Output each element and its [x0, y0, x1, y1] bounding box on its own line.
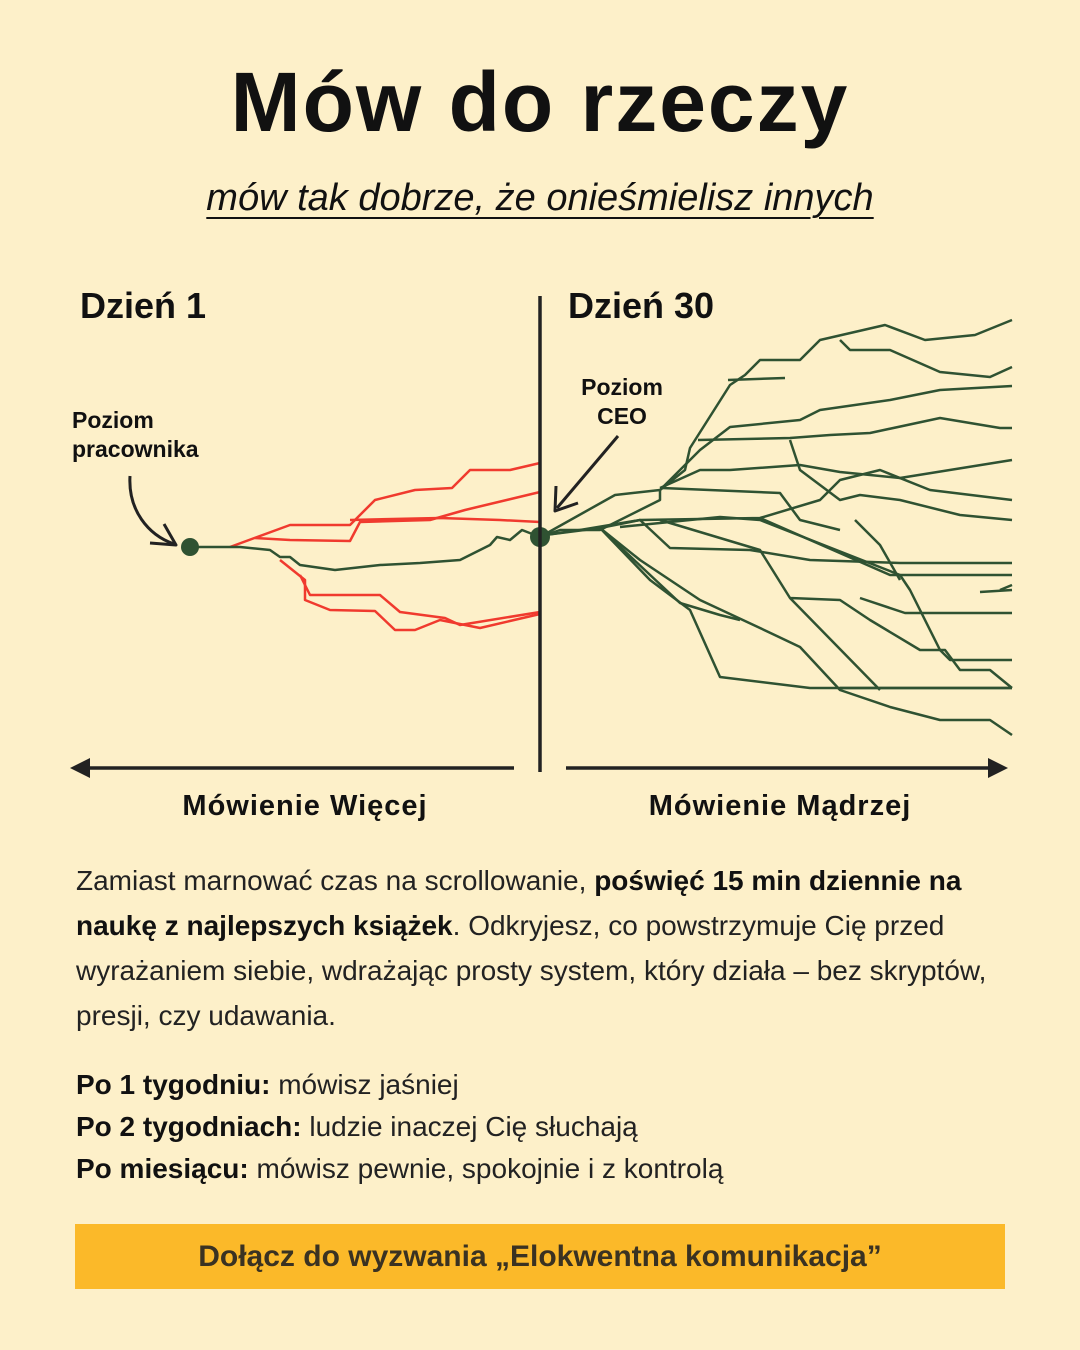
right-axis-label: Mówienie Mądrzej: [649, 790, 912, 822]
subtitle-text: mów tak dobrze, że onieśmielisz innych: [206, 177, 874, 219]
page-subtitle: mów tak dobrze, że onieśmielisz innych: [0, 174, 1080, 222]
ceo-pointer-arrowhead: [553, 485, 579, 513]
join-challenge-button[interactable]: Dołącz do wyzwania „Elokwentna komunikac…: [75, 1224, 1005, 1289]
milestone-item: Po 2 tygodniach: ludzie inaczej Cię słuc…: [76, 1106, 1006, 1148]
right-axis-arrowhead: [988, 758, 1008, 778]
left-axis-label: Mówienie Więcej: [182, 790, 427, 822]
ceo-pointer-arrow: [555, 435, 620, 509]
milestone-label: Po miesiącu:: [76, 1153, 249, 1184]
day-30-label: Dzień 30: [568, 285, 714, 326]
employee-pointer-arrowhead: [149, 523, 178, 547]
milestone-item: Po miesiącu: mówisz pewnie, spokojnie i …: [76, 1148, 1006, 1190]
day-1-label: Dzień 1: [80, 285, 206, 326]
milestone-text: mówisz jaśniej: [270, 1069, 459, 1100]
milestone-text: ludzie inaczej Cię słuchają: [301, 1111, 638, 1142]
red-paths: [229, 461, 541, 632]
description-paragraph: Zamiast marnować czas na scrollowanie, p…: [76, 858, 1006, 1038]
milestone-item: Po 1 tygodniu: mówisz jaśniej: [76, 1064, 1006, 1106]
green-paths: [539, 318, 1013, 737]
milestone-label: Po 1 tygodniu:: [76, 1069, 271, 1100]
milestone-label: Po 2 tygodniach:: [76, 1111, 302, 1142]
description-part-1: Zamiast marnować czas na scrollowanie,: [76, 865, 595, 896]
employee-level-label-line2: pracownika: [72, 436, 199, 462]
description-emphasis: poświęć 15 min dziennie na naukę z najle…: [76, 865, 962, 941]
green-path-left: [190, 528, 541, 572]
employee-pointer-arrow: [128, 475, 175, 546]
ceo-level-label-line2: CEO: [597, 403, 647, 429]
employee-level-dot: [181, 538, 199, 556]
growth-diagram: Dzień 1 Dzień 30 Poziom pracownika Pozio…: [70, 285, 1013, 822]
ceo-level-label-line1: Poziom: [581, 374, 663, 400]
page-title: Mów do rzeczy: [230, 55, 850, 149]
milestones-list: Po 1 tygodniu: mówisz jaśniej Po 2 tygod…: [76, 1064, 1006, 1190]
employee-level-label-line1: Poziom: [72, 407, 154, 433]
left-axis-arrowhead: [70, 758, 90, 778]
milestone-text: mówisz pewnie, spokojnie i z kontrolą: [248, 1153, 724, 1184]
description-part-2: . Odkryjesz, co powstrzymuje Cię przed w…: [76, 910, 987, 1031]
